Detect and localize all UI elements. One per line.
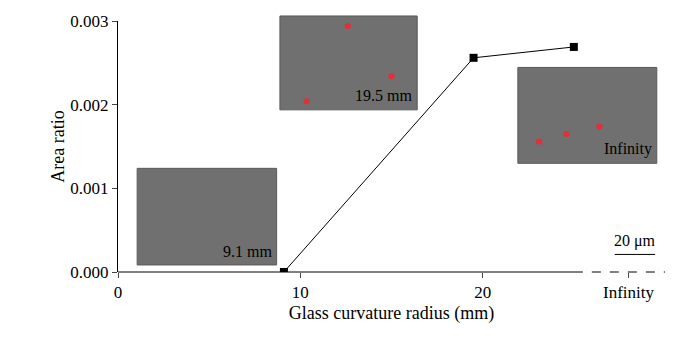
svg-text:20: 20 bbox=[474, 283, 491, 302]
svg-text:Infinity: Infinity bbox=[603, 283, 654, 302]
svg-text:Infinity: Infinity bbox=[604, 140, 652, 158]
svg-text:0.003: 0.003 bbox=[70, 12, 108, 31]
svg-text:19.5 mm: 19.5 mm bbox=[355, 87, 412, 104]
svg-text:9.1 mm: 9.1 mm bbox=[223, 243, 272, 260]
svg-text:0.002: 0.002 bbox=[70, 96, 108, 115]
svg-text:0: 0 bbox=[114, 283, 123, 302]
svg-text:10: 10 bbox=[292, 283, 309, 302]
svg-text:20 μm: 20 μm bbox=[614, 232, 656, 250]
svg-text:0.001: 0.001 bbox=[70, 179, 108, 198]
svg-text:0.000: 0.000 bbox=[70, 263, 108, 282]
svg-text:Glass curvature radius (mm): Glass curvature radius (mm) bbox=[289, 303, 494, 324]
svg-text:Area ratio: Area ratio bbox=[48, 110, 68, 182]
